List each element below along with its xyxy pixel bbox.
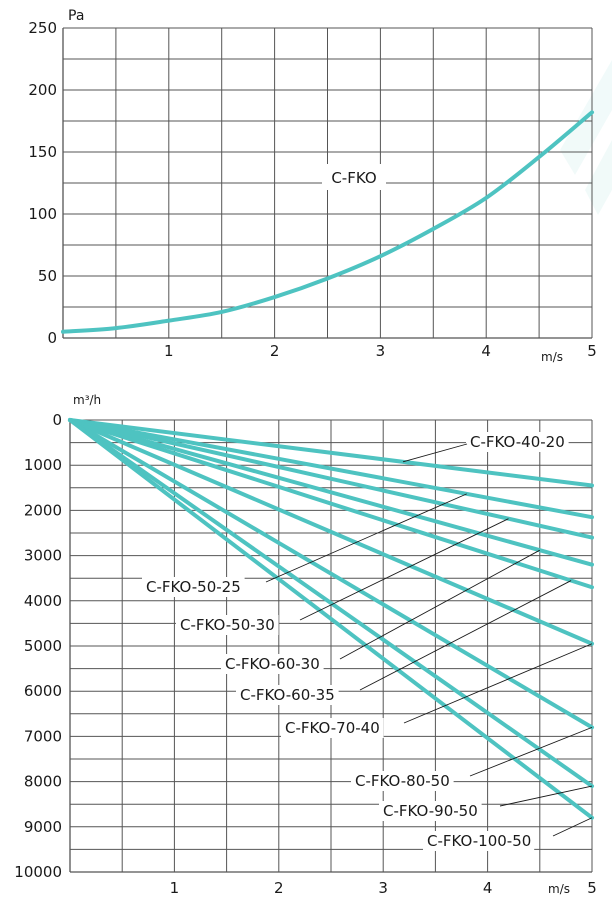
top-y-tick-label: 0 [47, 329, 57, 347]
bottom-series-line [68, 418, 594, 520]
bottom-chart-series-labels: C-FKO-40-20 C-FKO-50-25 C-FKO-50-30 C-FKO-6… [142, 432, 593, 851]
bottom-x-tick-label: 2 [274, 879, 284, 897]
bottom-series-label: C-FKO-40-20 [470, 433, 565, 451]
bottom-series-line [68, 418, 594, 730]
bottom-x-tick-label: 3 [378, 879, 388, 897]
bottom-series-label-bg [351, 771, 454, 791]
top-x-tick-label: 2 [270, 342, 280, 360]
top-x-tick-label: 1 [164, 342, 174, 360]
top-y-tick-label: 150 [28, 143, 57, 161]
top-series-line [61, 110, 594, 334]
bottom-series-label-bg [466, 432, 569, 452]
bottom-series-line [68, 418, 594, 567]
bottom-x-tick-label: 5 [587, 879, 597, 897]
top-chart-y-ticks: 0 50 100 150 200 250 [28, 19, 57, 347]
top-chart-y-axis-label: Pa [68, 8, 84, 24]
bottom-series-line [68, 418, 594, 540]
bottom-series-leader-line [552, 817, 593, 837]
bottom-chart-x-ticks: 1 2 3 4 5 [170, 879, 597, 897]
bottom-y-tick-label: 5000 [24, 637, 62, 655]
top-x-tick-label: 5 [587, 342, 597, 360]
bottom-series-line [68, 418, 594, 789]
bottom-x-tick-label: 1 [170, 879, 180, 897]
bottom-y-tick-label: 1000 [24, 456, 62, 474]
bottom-series-label: C-FKO-60-30 [225, 655, 320, 673]
top-x-tick-label: 4 [481, 342, 491, 360]
top-series-label: C-FKO [331, 169, 376, 187]
bottom-series-label-bg [236, 685, 339, 705]
bottom-y-tick-label: 4000 [24, 592, 62, 610]
bottom-series-label-bg [423, 831, 535, 851]
bottom-chart-x-axis-label: m/s [548, 882, 570, 896]
bottom-series-label-bg [176, 615, 279, 635]
bottom-series-leader-line [339, 549, 541, 660]
bottom-series-label: C-FKO-70-40 [285, 719, 380, 737]
bottom-y-tick-label: 2000 [24, 501, 62, 519]
bottom-series-label-bg [281, 718, 384, 738]
top-series-label-bg [322, 164, 386, 190]
top-chart-x-ticks: 1 2 3 4 5 [164, 342, 597, 360]
top-y-tick-label: 100 [28, 205, 57, 223]
bottom-series-line [68, 418, 594, 488]
bottom-series-label: C-FKO-60-35 [240, 686, 335, 704]
airflow-chart: 0 1000 2000 3000 4000 5000 6000 7000 8000 9000 100… [14, 393, 596, 897]
bottom-series-label: C-FKO-100-50 [427, 832, 531, 850]
top-y-tick-label: 250 [28, 19, 57, 37]
top-y-tick-label: 50 [38, 267, 57, 285]
bottom-x-tick-label: 4 [483, 879, 493, 897]
bottom-y-tick-label: 10000 [14, 863, 62, 881]
bottom-series-label-bg [142, 577, 245, 597]
bottom-chart-y-ticks: 0 1000 2000 3000 4000 5000 6000 7000 8000 9000 100… [14, 411, 62, 881]
bottom-series-leader-line [499, 785, 593, 807]
bottom-series-line [68, 418, 594, 646]
bottom-series-label-bg [221, 654, 324, 674]
bottom-series-label: C-FKO-90-50 [383, 802, 478, 820]
bottom-y-tick-label: 9000 [24, 818, 62, 836]
bottom-series-label: C-FKO-50-25 [146, 578, 241, 596]
bottom-y-tick-label: 8000 [24, 773, 62, 791]
top-chart-x-axis-label: m/s [541, 350, 563, 364]
bottom-y-tick-label: 7000 [24, 727, 62, 745]
top-chart-grid [62, 27, 593, 339]
bottom-series-leader-line [265, 493, 467, 583]
top-chart-series: C-FKO [61, 110, 594, 334]
bottom-series-line [68, 418, 594, 820]
pressure-drop-chart: 0 50 100 150 200 250 1 2 3 4 5 C-FKO Pa m/s [28, 8, 596, 364]
background-watermark [560, 60, 612, 215]
bottom-series-label: C-FKO-80-50 [355, 772, 450, 790]
bottom-chart-y-axis-label: m³/h [73, 393, 101, 407]
bottom-series-leader-line [299, 518, 509, 621]
bottom-y-tick-label: 0 [52, 411, 62, 429]
bottom-chart-grid [69, 419, 593, 873]
bottom-series-leader-line [359, 580, 572, 691]
bottom-series-leader-line [469, 726, 593, 777]
bottom-series-leader-line [402, 443, 468, 463]
bottom-y-tick-label: 3000 [24, 547, 62, 565]
bottom-series-leader-line [403, 643, 593, 724]
bottom-chart-series [68, 418, 594, 820]
bottom-series-line [68, 418, 594, 590]
bottom-series-label: C-FKO-50-30 [180, 616, 275, 634]
top-x-tick-label: 3 [376, 342, 386, 360]
bottom-y-tick-label: 6000 [24, 682, 62, 700]
top-y-tick-label: 200 [28, 81, 57, 99]
bottom-series-label-bg [379, 801, 482, 821]
